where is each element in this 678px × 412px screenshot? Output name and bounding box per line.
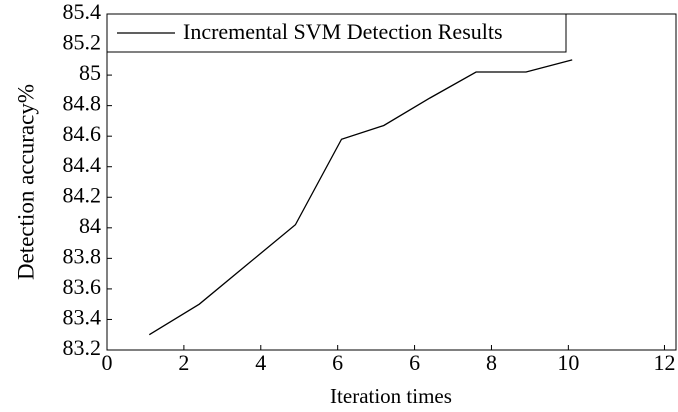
x-tick-label: 4 xyxy=(255,350,266,375)
series-line xyxy=(148,59,573,336)
y-tick-label: 84.8 xyxy=(63,91,102,116)
x-tick-label: 12 xyxy=(653,350,675,375)
plot-frame xyxy=(106,13,677,351)
y-tick-label: 84.2 xyxy=(63,182,102,207)
y-tick-label: 83.6 xyxy=(63,274,102,299)
x-tick-label: 8 xyxy=(486,350,497,375)
y-tick-label: 83.8 xyxy=(63,243,102,268)
y-axis-label: Detection accuracy% xyxy=(13,84,38,280)
x-tick-label: 6 xyxy=(332,350,343,375)
x-tick-label: 6 xyxy=(409,350,420,375)
legend-label: Incremental SVM Detection Results xyxy=(183,19,503,44)
y-tick-label: 83.2 xyxy=(63,335,102,360)
y-tick-label: 85.4 xyxy=(63,0,102,24)
y-tick-label: 84.6 xyxy=(63,121,102,146)
y-tick-label: 84.4 xyxy=(63,152,102,177)
legend-box xyxy=(106,13,567,53)
y-tick-label: 83.4 xyxy=(63,305,102,330)
x-tick-label: 2 xyxy=(178,350,189,375)
y-tick-label: 84 xyxy=(79,213,101,238)
y-tick-label: 85.2 xyxy=(63,30,102,55)
x-tick-label: 0 xyxy=(102,350,113,375)
x-axis-label: Iteration times xyxy=(330,384,452,408)
y-tick-label: 85 xyxy=(79,60,101,85)
x-tick-label: 10 xyxy=(557,350,579,375)
